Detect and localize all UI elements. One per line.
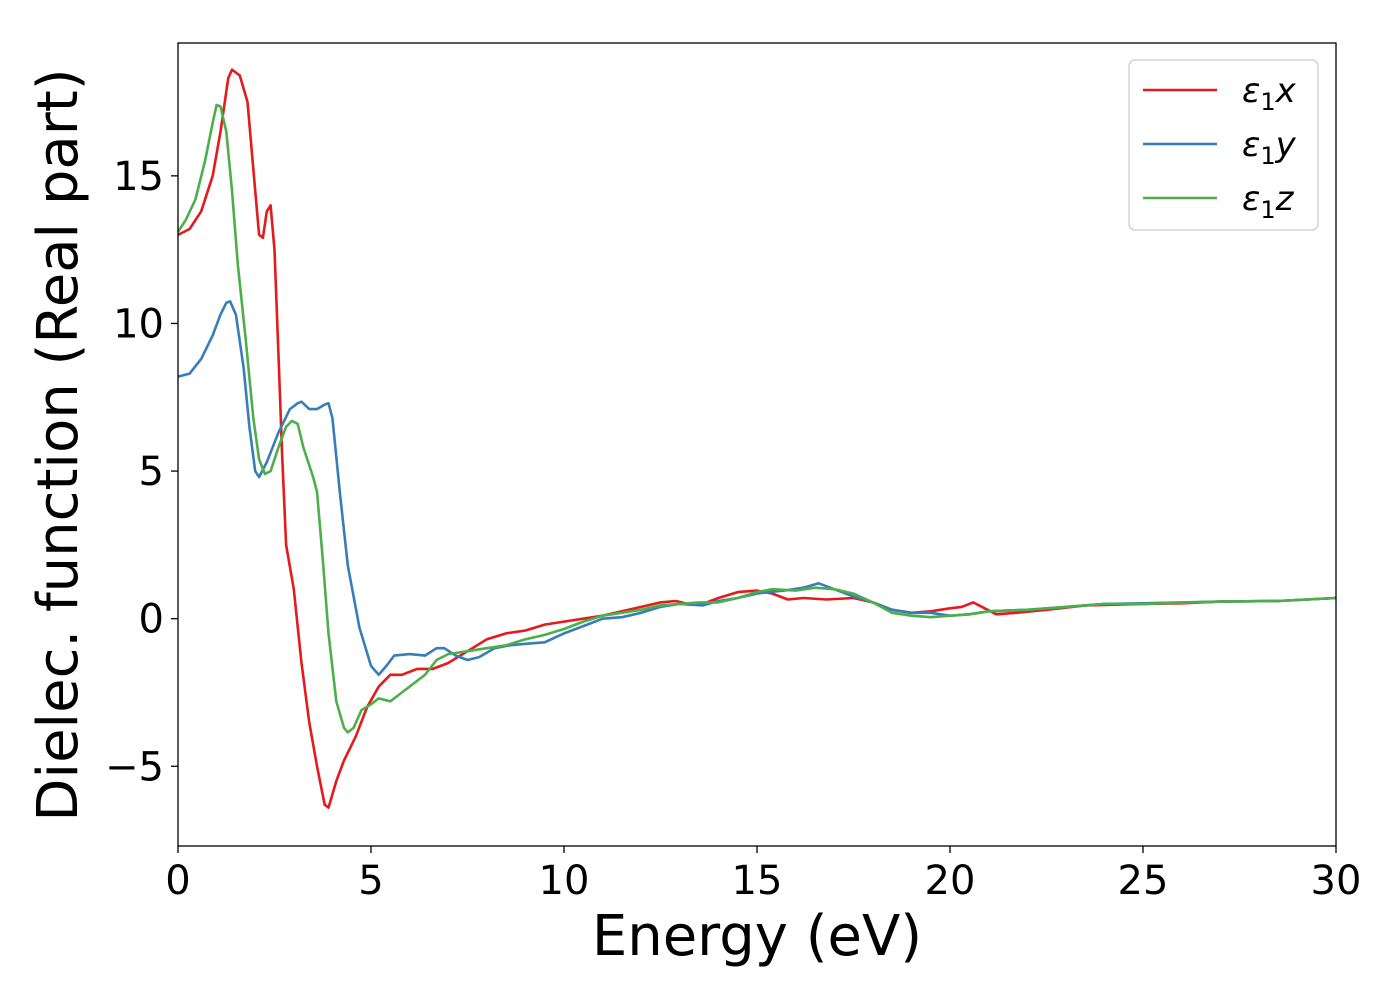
y-tick-label: 15: [113, 154, 164, 200]
legend-label-y: ε1y: [1242, 125, 1297, 170]
y-tick-label: −5: [105, 744, 164, 790]
y-axis: −5 0 5 10 15: [105, 154, 178, 790]
x-tick-label: 25: [1118, 858, 1169, 904]
y-tick-label: 10: [113, 301, 164, 347]
x-tick-label: 10: [539, 858, 590, 904]
x-tick-label: 30: [1311, 858, 1362, 904]
x-tick-label: 0: [165, 858, 190, 904]
legend: ε1x ε1y ε1z: [1128, 59, 1319, 231]
series-layer: [176, 68, 1337, 809]
series-line-z: [176, 103, 1337, 734]
x-axis: 0 5 10 15 20 25 30: [165, 846, 1361, 904]
x-tick-label: 15: [732, 858, 783, 904]
legend-label-z: ε1z: [1242, 179, 1295, 224]
x-tick-label: 5: [358, 858, 383, 904]
y-tick-label: 0: [139, 597, 164, 643]
series-line-x: [177, 68, 1337, 809]
x-axis-title: Energy (eV): [592, 904, 922, 969]
y-tick-label: 5: [139, 449, 164, 495]
series-line-y: [177, 300, 1337, 677]
legend-label-x: ε1x: [1242, 71, 1297, 116]
x-tick-label: 20: [925, 858, 976, 904]
y-axis-title: Dielec. function (Real part): [26, 68, 91, 821]
legend-box: [1128, 59, 1319, 231]
